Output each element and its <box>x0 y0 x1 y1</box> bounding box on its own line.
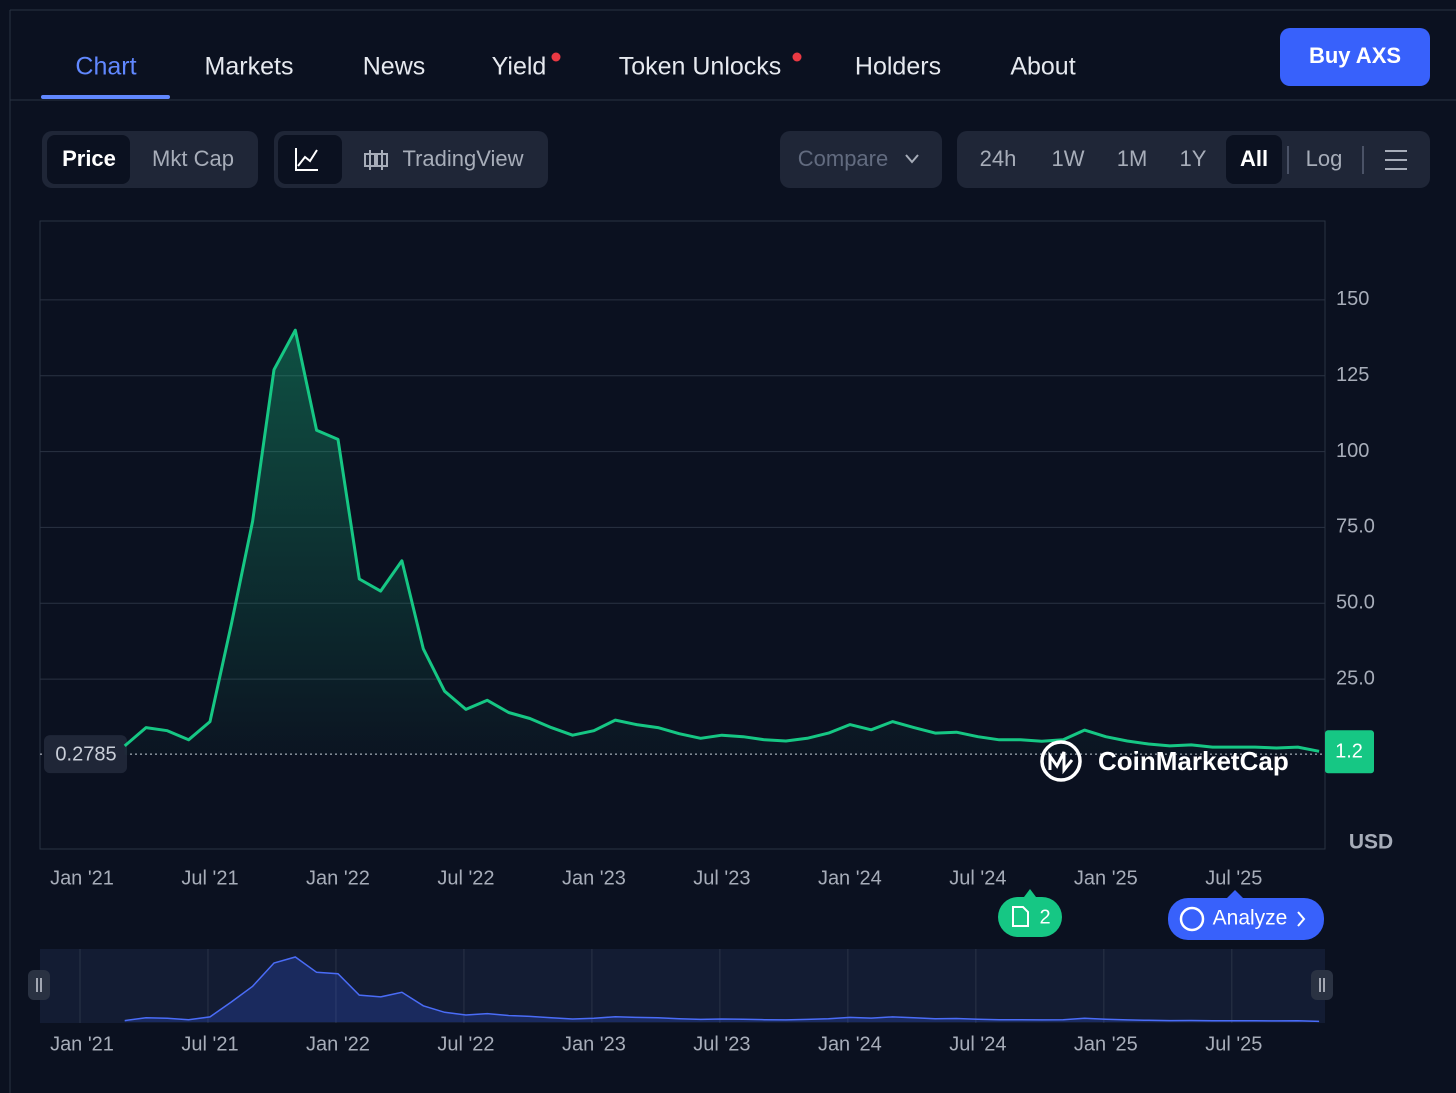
watermark-logo <box>1040 740 1082 782</box>
x-tick-label: Jul '21 <box>181 867 238 889</box>
toggle-option[interactable]: Price <box>62 146 116 171</box>
line-icon <box>295 148 318 171</box>
notification-dot <box>792 52 802 62</box>
navigator-tick-label: Jan '23 <box>562 1033 626 1055</box>
x-tick-label: Jan '23 <box>562 867 626 889</box>
document-icon <box>1012 906 1029 927</box>
navigator-tick-label: Jul '21 <box>181 1033 238 1055</box>
chevron-icon <box>905 154 919 164</box>
toggle-group <box>274 131 548 188</box>
news-badge[interactable] <box>998 889 1062 937</box>
reference-label: 0.2785 <box>55 743 116 765</box>
navigator-tick-label: Jul '22 <box>437 1033 494 1055</box>
y-tick-label: 50.0 <box>1336 592 1375 614</box>
x-tick-label: Jul '25 <box>1205 867 1262 889</box>
range-option[interactable]: 1W <box>1052 146 1085 171</box>
x-tick-label: Jan '24 <box>818 867 882 889</box>
candle-icon <box>364 150 388 170</box>
tab[interactable]: Markets <box>205 53 294 81</box>
tab[interactable]: About <box>1010 53 1075 81</box>
reference-label-box <box>44 735 127 774</box>
current-price-box <box>1325 730 1374 774</box>
range-option[interactable]: 24h <box>980 146 1017 171</box>
area-fill <box>124 330 1320 755</box>
navigator-tick-label: Jan '24 <box>818 1033 882 1055</box>
scale-option[interactable]: Log <box>1306 146 1343 171</box>
navigator-tick-label: Jan '22 <box>306 1033 370 1055</box>
navigator-tick-label: Jul '25 <box>1205 1033 1262 1055</box>
handle-grip <box>1319 978 1325 992</box>
x-tick-label: Jul '23 <box>693 867 750 889</box>
chevron-icon <box>1297 911 1306 927</box>
tab-underline <box>41 95 170 99</box>
tab[interactable]: News <box>363 53 426 81</box>
range-active[interactable] <box>1226 135 1282 184</box>
navigator-tick-label: Jan '21 <box>50 1033 114 1055</box>
x-tick-label: Jan '21 <box>50 867 114 889</box>
settings-icon[interactable] <box>1385 150 1407 170</box>
x-tick-label: Jan '25 <box>1074 867 1138 889</box>
buy-button-label[interactable]: Buy AXS <box>1309 43 1401 68</box>
range-option[interactable]: All <box>1240 146 1268 171</box>
x-tick-label: Jul '22 <box>437 867 494 889</box>
navigator-plot: Jan '21 Jul '21 Jan '22 Jul '22 Jan '23 Jul '… <box>50 949 1320 1055</box>
navigator-handle[interactable] <box>1311 970 1333 1000</box>
handle-grip <box>36 978 42 992</box>
tab[interactable]: Yield <box>492 53 547 81</box>
current-price-label: 1.2 <box>1335 741 1363 763</box>
analyze-button[interactable] <box>1168 890 1324 940</box>
news-count[interactable]: 2 <box>1039 906 1050 928</box>
notification-dot <box>551 52 561 62</box>
navigator-tick-label: Jul '24 <box>949 1033 1006 1055</box>
unit-label: USD <box>1349 831 1393 854</box>
x-tick-label: Jul '24 <box>949 867 1006 889</box>
buy-button[interactable] <box>1280 28 1430 86</box>
plot: 25.0 50.0 75.0 100 125 150 Jan '21 Jul '21 Jan '… <box>40 288 1375 889</box>
toggle-option[interactable]: TradingView <box>402 146 523 171</box>
plot-frame <box>39 220 1326 850</box>
navigator-area <box>124 957 1320 1022</box>
tab[interactable]: Holders <box>855 53 941 81</box>
toggle-option[interactable]: Mkt Cap <box>152 146 234 171</box>
y-tick-label: 150 <box>1336 288 1369 310</box>
price-line <box>123 328 1320 753</box>
analyze-icon <box>1179 906 1205 932</box>
navigator-tick-label: Jan '25 <box>1074 1033 1138 1055</box>
x-tick-label: Jan '22 <box>306 867 370 889</box>
y-tick-label: 25.0 <box>1336 667 1375 689</box>
navigator-line <box>124 956 1320 1023</box>
compare-dropdown[interactable] <box>780 131 942 188</box>
navigator-tick-label: Jul '23 <box>693 1033 750 1055</box>
y-tick-label: 125 <box>1336 364 1369 386</box>
watermark-logo <box>1048 751 1074 775</box>
tab-active[interactable]: Chart <box>75 53 136 81</box>
y-tick-label: 100 <box>1336 440 1369 462</box>
watermark: CoinMarketCap <box>1098 746 1289 776</box>
compare-label[interactable]: Compare <box>798 146 888 171</box>
y-tick-label: 75.0 <box>1336 516 1375 538</box>
navigator-handle[interactable] <box>28 970 50 1000</box>
range-group <box>957 131 1430 188</box>
analyze-label[interactable]: Analyze <box>1213 907 1288 930</box>
toggle-active[interactable] <box>47 135 130 184</box>
navigator[interactable] <box>40 949 1325 1023</box>
range-option[interactable]: 1Y <box>1180 146 1207 171</box>
range-option[interactable]: 1M <box>1117 146 1148 171</box>
tab[interactable]: Token Unlocks <box>619 53 782 81</box>
